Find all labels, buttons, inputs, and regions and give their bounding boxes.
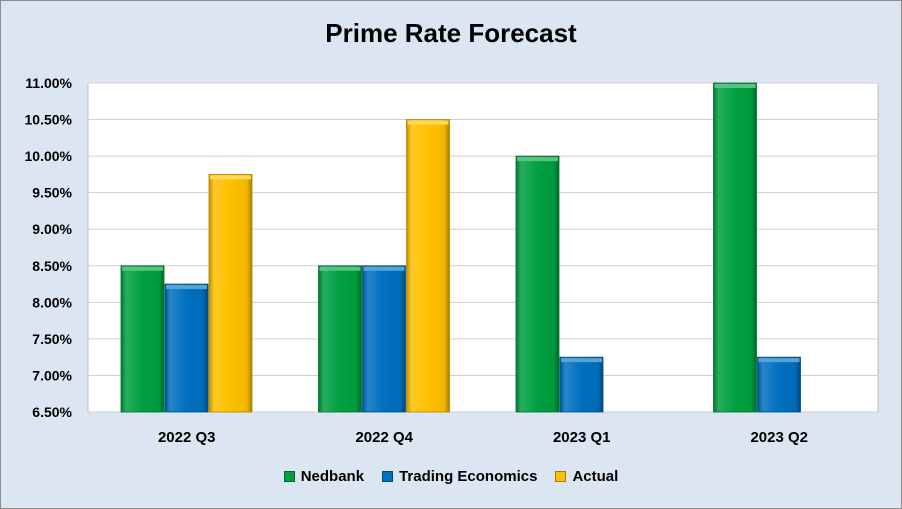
- bar-bevel: [210, 175, 251, 180]
- x-tick-label: 2022 Q4: [355, 429, 413, 446]
- chart-title: Prime Rate Forecast: [325, 18, 577, 48]
- bar-nedbank-2022-q4: [318, 265, 362, 413]
- bar-trading-economics-2022-q3: [164, 283, 209, 413]
- bar-nedbank-2023-q2: [713, 82, 757, 413]
- bar-actual-2022-q3: [208, 173, 253, 413]
- bar-bevel: [758, 358, 800, 363]
- bar-bevel: [407, 120, 449, 125]
- bar-bevel: [122, 266, 163, 271]
- bar-actual-2022-q4: [406, 119, 450, 413]
- bar-bevel: [517, 157, 558, 162]
- y-tick-label: 6.50%: [32, 404, 72, 420]
- legend-label: Trading Economics: [399, 468, 538, 485]
- chart-legend: Nedbank Trading Economics Actual: [0, 468, 902, 485]
- y-tick-label: 9.50%: [32, 185, 72, 201]
- x-tick-label: 2022 Q3: [158, 429, 216, 446]
- y-tick-label: 7.00%: [32, 367, 72, 383]
- y-tick-label: 10.50%: [25, 112, 73, 128]
- legend-label: Nedbank: [300, 468, 365, 485]
- bar-bevel: [561, 358, 602, 363]
- legend-label: Actual: [572, 468, 619, 485]
- legend-swatch: [555, 471, 567, 482]
- legend-swatch: [382, 471, 394, 482]
- y-tick-label: 8.50%: [32, 258, 72, 274]
- bar-trading-economics-2022-q4: [362, 265, 406, 413]
- legend-item-trading-economics: Trading Economics: [382, 468, 537, 485]
- x-tick-label: 2023 Q2: [750, 429, 808, 446]
- bar-nedbank-2023-q1: [515, 155, 560, 413]
- legend-item-nedbank: Nedbank: [283, 468, 365, 485]
- bar-bevel: [166, 285, 207, 290]
- bar-nedbank-2022-q3: [120, 265, 165, 413]
- y-tick-label: 10.00%: [25, 148, 73, 164]
- y-tick-label: 11.00%: [25, 75, 72, 91]
- y-tick-label: 8.00%: [32, 294, 72, 310]
- y-tick-label: 9.00%: [32, 221, 72, 237]
- bar-trading-economics-2023-q2: [757, 356, 801, 413]
- y-tick-label: 7.50%: [32, 331, 72, 347]
- legend-item-actual: Actual: [555, 468, 618, 485]
- bar-bevel: [319, 266, 361, 271]
- x-tick-label: 2023 Q1: [553, 429, 611, 446]
- bar-bevel: [714, 84, 756, 88]
- bar-bevel: [363, 266, 405, 271]
- legend-swatch: [283, 471, 295, 482]
- bar-trading-economics-2023-q1: [559, 356, 604, 413]
